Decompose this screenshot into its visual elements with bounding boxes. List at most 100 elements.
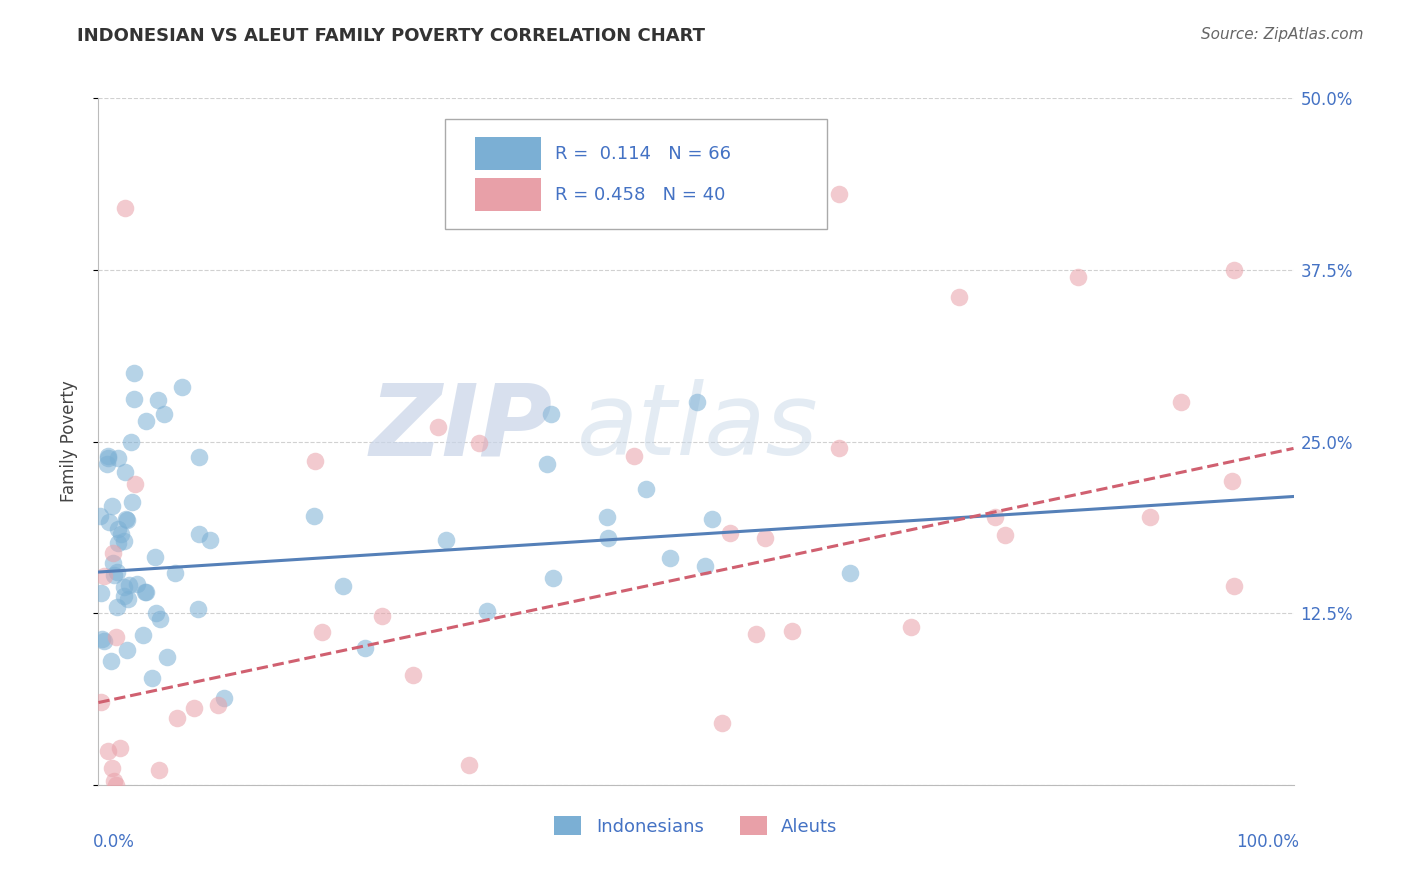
Y-axis label: Family Poverty: Family Poverty xyxy=(59,381,77,502)
Point xyxy=(97,744,120,758)
Point xyxy=(371,609,394,624)
Point xyxy=(148,393,170,408)
Point xyxy=(1223,263,1246,277)
Point xyxy=(90,586,112,600)
Bar xyxy=(475,178,541,211)
Point xyxy=(118,578,141,592)
Point xyxy=(96,457,118,471)
Point xyxy=(186,602,208,616)
Point xyxy=(105,599,128,614)
Point xyxy=(148,764,170,778)
Point xyxy=(754,531,776,545)
Point xyxy=(98,515,121,529)
Point xyxy=(110,527,132,541)
Point xyxy=(107,450,129,465)
Point xyxy=(114,512,136,526)
Point xyxy=(124,476,146,491)
Point xyxy=(693,559,716,574)
Point xyxy=(132,627,155,641)
Point xyxy=(540,407,562,421)
Point xyxy=(90,695,112,709)
Point xyxy=(101,761,124,775)
Point xyxy=(332,579,354,593)
Point xyxy=(828,442,851,456)
Point xyxy=(122,392,145,406)
Point xyxy=(1170,395,1192,409)
Bar xyxy=(475,137,541,170)
Point xyxy=(686,395,709,409)
Point xyxy=(103,774,125,789)
Point xyxy=(135,584,157,599)
Point xyxy=(112,580,135,594)
Point xyxy=(93,634,115,648)
Text: ZIP: ZIP xyxy=(370,379,553,476)
Point xyxy=(107,522,129,536)
Point xyxy=(115,513,138,527)
Point xyxy=(948,290,970,304)
Point xyxy=(114,466,136,480)
Point xyxy=(828,187,851,202)
Point xyxy=(200,533,222,547)
Point xyxy=(1139,510,1161,524)
Text: atlas: atlas xyxy=(576,379,818,476)
Text: Source: ZipAtlas.com: Source: ZipAtlas.com xyxy=(1201,27,1364,42)
Point xyxy=(104,778,127,792)
Point xyxy=(117,642,139,657)
Point xyxy=(97,450,120,465)
Text: R =  0.114   N = 66: R = 0.114 N = 66 xyxy=(555,145,731,162)
Point xyxy=(117,592,139,607)
Point xyxy=(1067,269,1090,284)
Point xyxy=(711,715,734,730)
Legend: Indonesians, Aleuts: Indonesians, Aleuts xyxy=(546,807,846,845)
Point xyxy=(658,550,681,565)
Point xyxy=(107,565,129,579)
Point xyxy=(166,710,188,724)
Point xyxy=(596,531,619,545)
Point xyxy=(623,449,645,463)
Point xyxy=(89,509,111,524)
Point xyxy=(153,407,176,421)
Point xyxy=(107,535,129,549)
Point xyxy=(103,568,125,582)
Point xyxy=(700,512,723,526)
Point xyxy=(304,508,326,523)
Point xyxy=(636,482,658,496)
Point xyxy=(900,620,922,634)
Point xyxy=(101,499,124,513)
FancyBboxPatch shape xyxy=(446,119,827,228)
Point xyxy=(311,625,333,640)
Point xyxy=(782,624,804,638)
Point xyxy=(458,757,481,772)
Point xyxy=(112,589,135,603)
Point xyxy=(426,419,449,434)
Point xyxy=(124,366,146,380)
Point xyxy=(101,556,124,570)
Point xyxy=(1222,474,1244,488)
Point xyxy=(163,566,186,580)
Point xyxy=(134,584,156,599)
Point xyxy=(434,533,457,548)
Point xyxy=(994,528,1017,542)
Point xyxy=(97,449,120,463)
Point xyxy=(104,630,127,644)
Point xyxy=(468,436,491,450)
Point xyxy=(120,434,142,449)
Point xyxy=(212,691,235,706)
Point xyxy=(135,414,157,428)
Point xyxy=(596,510,619,524)
Point xyxy=(207,698,229,713)
Point xyxy=(141,671,163,685)
Point xyxy=(100,654,122,668)
Point xyxy=(984,510,1007,524)
Point xyxy=(121,495,143,509)
Point xyxy=(718,525,741,540)
Point xyxy=(475,604,498,618)
Text: R = 0.458   N = 40: R = 0.458 N = 40 xyxy=(555,186,725,204)
Point xyxy=(541,571,564,585)
Text: INDONESIAN VS ALEUT FAMILY POVERTY CORRELATION CHART: INDONESIAN VS ALEUT FAMILY POVERTY CORRE… xyxy=(77,27,706,45)
Point xyxy=(354,641,377,656)
Point xyxy=(188,450,211,464)
Point xyxy=(155,649,177,664)
Point xyxy=(114,201,136,215)
Point xyxy=(402,668,425,682)
